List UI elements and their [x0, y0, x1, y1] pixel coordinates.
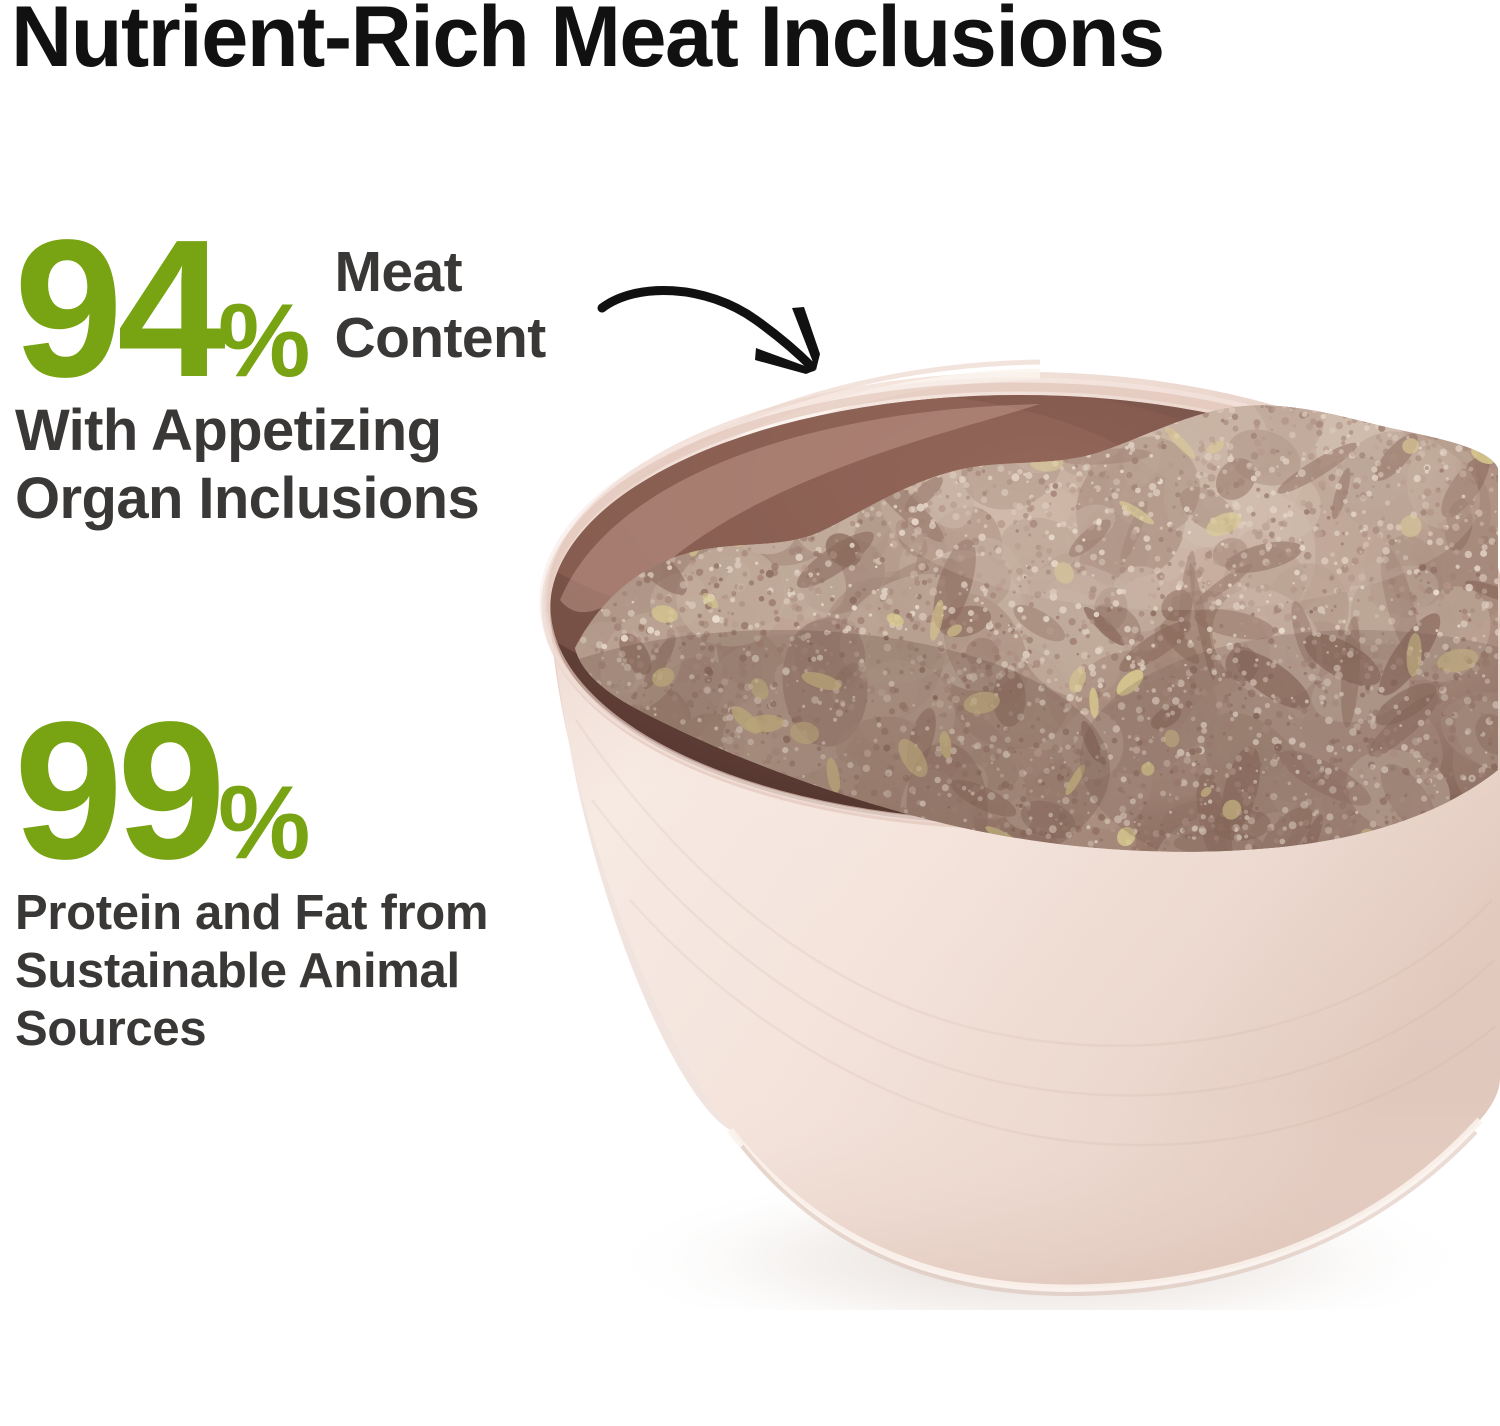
stat-row: 94 % Meat Content: [14, 199, 547, 418]
stat-side-label-meat-content: Meat Content: [334, 239, 547, 371]
bowl-base-edge: [727, 1117, 1483, 1292]
bowl-of-meat-photo: [480, 300, 1500, 1310]
stat-block-protein-fat: 99 % Protein and Fat from Sustainable An…: [14, 681, 489, 1059]
stat-percent-sign: %: [218, 764, 310, 881]
stat-block-meat-content: 94 % Meat Content With Appetizing Organ …: [14, 199, 547, 534]
stat-number-94: 94: [14, 199, 226, 418]
stat-caption-sustainable-sources: Protein and Fat from Sustainable Animal …: [15, 885, 489, 1057]
bowl-throwing-rings: [574, 719, 1497, 1147]
stat-caption-organ-inclusions: With Appetizing Organ Inclusions: [15, 397, 480, 532]
stat-row: 99 %: [14, 681, 488, 900]
stat-number-99: 99: [14, 681, 226, 900]
stat-percent-sign: %: [218, 282, 310, 399]
page-title: Nutrient-Rich Meat Inclusions: [11, 0, 1165, 85]
